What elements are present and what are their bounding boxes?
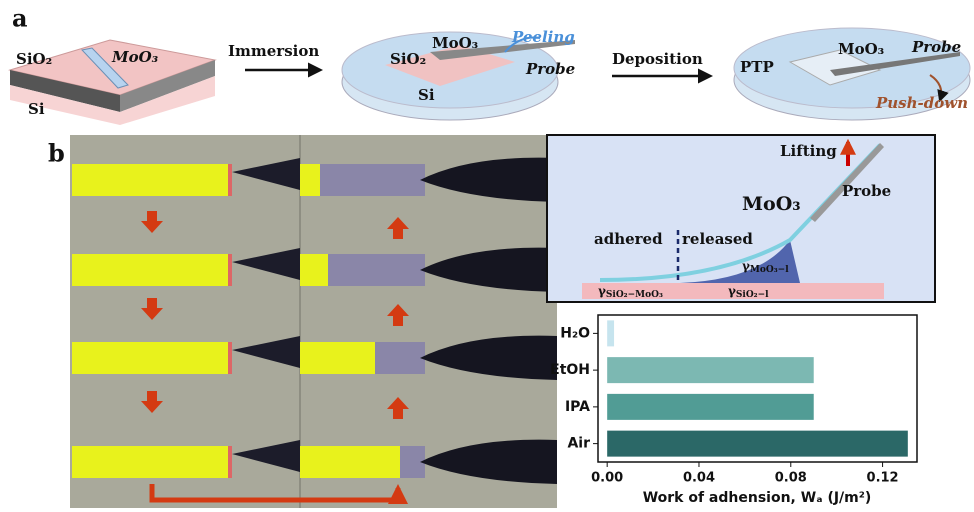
flake-edge (228, 342, 232, 374)
panel-b (70, 135, 557, 508)
flake-left (72, 342, 230, 374)
flake-edge (228, 164, 232, 196)
label: Probe (525, 60, 575, 78)
flake-right (300, 164, 320, 196)
flake-left (72, 446, 230, 478)
subscript: MoO₃−l (750, 265, 789, 275)
flake-left (72, 254, 230, 286)
bar (607, 431, 908, 457)
label: Probe (911, 38, 961, 56)
bar (607, 357, 814, 383)
bar (607, 394, 814, 420)
x-tick-label: 0.04 (683, 471, 715, 486)
flake-right (300, 254, 328, 286)
flake-edge (228, 446, 232, 478)
label: PTP (740, 58, 774, 76)
label: Probe (842, 182, 891, 200)
label: SiO₂ (390, 50, 426, 68)
symbol: γ (728, 284, 736, 298)
symbol: γ (742, 259, 750, 273)
x-tick-label: 0.12 (867, 471, 899, 486)
x-tick-label: 0.00 (591, 471, 623, 486)
label: MoO₃ (838, 40, 884, 58)
figure: SiO₂ MoO₃ Si Immersion SiO₂ MoO₃ Peeling… (0, 0, 974, 512)
label: MoO₃ (742, 193, 801, 215)
bar (607, 320, 614, 346)
symbol: γ (598, 284, 606, 298)
y-tick-label: Air (567, 436, 590, 452)
panel-label: b (48, 139, 65, 168)
flake-right (300, 446, 400, 478)
label: Si (28, 100, 45, 118)
y-tick-label: H₂O (560, 325, 590, 341)
subscript: SiO₂−MoO₃ (606, 290, 663, 300)
label: MoO₃ (432, 34, 478, 52)
label: Peeling (511, 28, 575, 46)
label: SiO₂ (16, 50, 52, 68)
y-tick-label: IPA (565, 399, 590, 415)
panel-c: Lifting Probe MoO₃ adhered released γSiO… (547, 135, 935, 302)
x-tick-label: 0.08 (775, 471, 807, 486)
step-label: Deposition (612, 50, 703, 68)
x-axis-label: Work of adhension, Wₐ (J/m²) (643, 490, 872, 506)
panel-d: Work of adhension, Wₐ (J/m²) 0.00 0.04 0.0… (550, 315, 917, 506)
subscript: SiO₂−l (736, 290, 769, 300)
y-tick-label: EtOH (550, 362, 590, 378)
panel-label: a (12, 4, 28, 33)
flake-left (72, 164, 230, 196)
label: MoO₃ (111, 48, 159, 66)
step-label: Immersion (228, 42, 319, 60)
flake-edge (228, 254, 232, 286)
label: adhered (594, 230, 663, 248)
flake-right (300, 342, 375, 374)
label: released (682, 230, 753, 248)
panel-a: SiO₂ MoO₃ Si Immersion SiO₂ MoO₃ Peeling… (10, 28, 970, 125)
label: Lifting (780, 142, 837, 160)
label: Push-down (875, 94, 968, 112)
label: Si (418, 86, 435, 104)
